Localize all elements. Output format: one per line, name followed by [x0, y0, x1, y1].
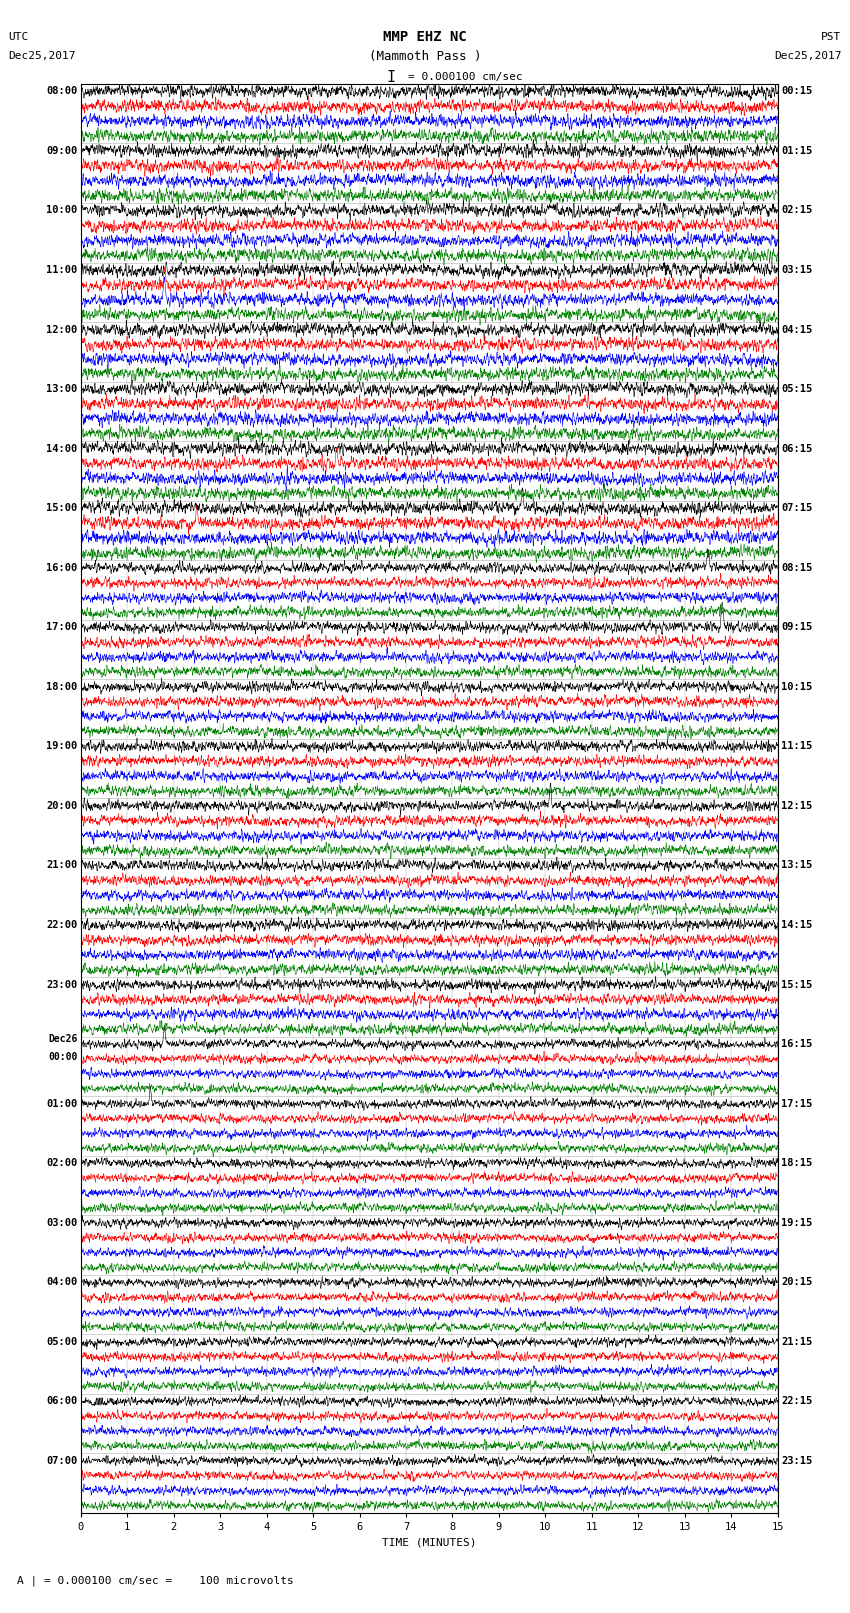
- Text: 07:15: 07:15: [781, 503, 813, 513]
- Text: UTC: UTC: [8, 32, 29, 42]
- Text: MMP EHZ NC: MMP EHZ NC: [383, 31, 467, 44]
- Text: (Mammoth Pass ): (Mammoth Pass ): [369, 50, 481, 63]
- Text: 02:15: 02:15: [781, 205, 813, 216]
- Text: 08:15: 08:15: [781, 563, 813, 573]
- Text: 15:15: 15:15: [781, 979, 813, 989]
- Text: 16:00: 16:00: [46, 563, 77, 573]
- Text: 09:00: 09:00: [46, 145, 77, 156]
- Text: 21:00: 21:00: [46, 860, 77, 871]
- Text: 04:15: 04:15: [781, 324, 813, 334]
- Text: 06:15: 06:15: [781, 444, 813, 453]
- Text: 19:00: 19:00: [46, 742, 77, 752]
- Text: = 0.000100 cm/sec: = 0.000100 cm/sec: [408, 73, 523, 82]
- Text: 20:00: 20:00: [46, 802, 77, 811]
- X-axis label: TIME (MINUTES): TIME (MINUTES): [382, 1537, 477, 1547]
- Text: 05:15: 05:15: [781, 384, 813, 394]
- Text: 01:00: 01:00: [46, 1098, 77, 1108]
- Text: 13:15: 13:15: [781, 860, 813, 871]
- Text: 23:15: 23:15: [781, 1457, 813, 1466]
- Text: 22:00: 22:00: [46, 919, 77, 931]
- Text: 20:15: 20:15: [781, 1277, 813, 1287]
- Text: 19:15: 19:15: [781, 1218, 813, 1227]
- Text: 21:15: 21:15: [781, 1337, 813, 1347]
- Text: 06:00: 06:00: [46, 1397, 77, 1407]
- Text: 16:15: 16:15: [781, 1039, 813, 1048]
- Text: 04:00: 04:00: [46, 1277, 77, 1287]
- Text: 13:00: 13:00: [46, 384, 77, 394]
- Text: 08:00: 08:00: [46, 87, 77, 97]
- Text: 05:00: 05:00: [46, 1337, 77, 1347]
- Text: 23:00: 23:00: [46, 979, 77, 989]
- Text: 18:00: 18:00: [46, 682, 77, 692]
- Text: 09:15: 09:15: [781, 623, 813, 632]
- Text: Dec26: Dec26: [48, 1034, 77, 1044]
- Text: Dec25,2017: Dec25,2017: [774, 52, 842, 61]
- Text: 11:00: 11:00: [46, 265, 77, 274]
- Text: 00:00: 00:00: [48, 1052, 77, 1061]
- Text: 22:15: 22:15: [781, 1397, 813, 1407]
- Text: 17:00: 17:00: [46, 623, 77, 632]
- Text: Dec25,2017: Dec25,2017: [8, 52, 76, 61]
- Text: A | = 0.000100 cm/sec =    100 microvolts: A | = 0.000100 cm/sec = 100 microvolts: [17, 1576, 294, 1586]
- Text: 02:00: 02:00: [46, 1158, 77, 1168]
- Text: 14:00: 14:00: [46, 444, 77, 453]
- Text: I: I: [387, 69, 395, 85]
- Text: 12:00: 12:00: [46, 324, 77, 334]
- Text: PST: PST: [821, 32, 842, 42]
- Text: 03:00: 03:00: [46, 1218, 77, 1227]
- Text: 11:15: 11:15: [781, 742, 813, 752]
- Text: 07:00: 07:00: [46, 1457, 77, 1466]
- Text: 10:00: 10:00: [46, 205, 77, 216]
- Text: 03:15: 03:15: [781, 265, 813, 274]
- Text: 15:00: 15:00: [46, 503, 77, 513]
- Text: 12:15: 12:15: [781, 802, 813, 811]
- Text: 10:15: 10:15: [781, 682, 813, 692]
- Text: 00:15: 00:15: [781, 87, 813, 97]
- Text: 01:15: 01:15: [781, 145, 813, 156]
- Text: 18:15: 18:15: [781, 1158, 813, 1168]
- Text: 17:15: 17:15: [781, 1098, 813, 1108]
- Text: 14:15: 14:15: [781, 919, 813, 931]
